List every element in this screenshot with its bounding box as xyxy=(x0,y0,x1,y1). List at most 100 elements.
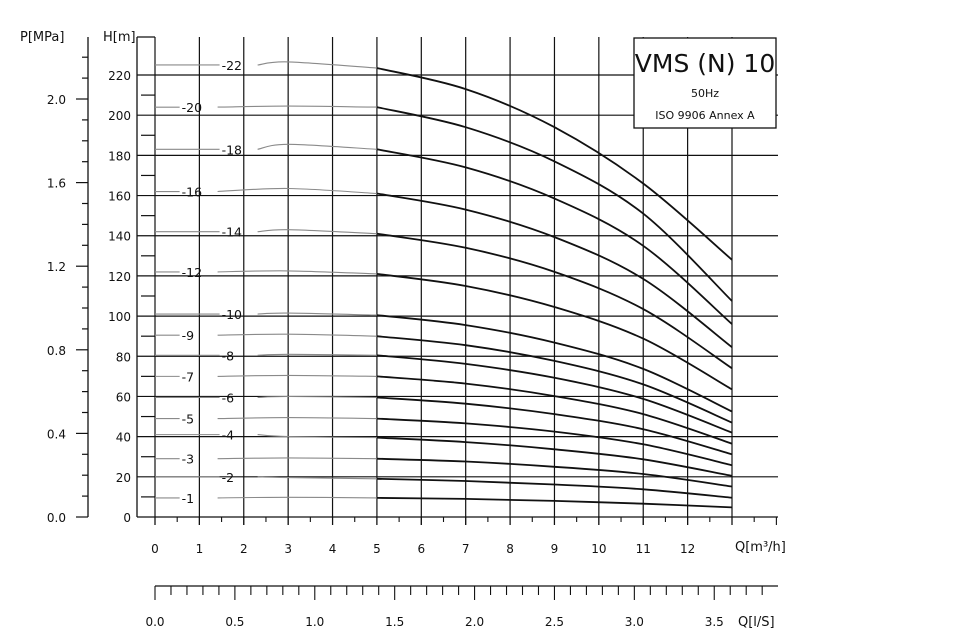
curve-stage-label: -12 xyxy=(182,265,202,280)
head-tick-label: 40 xyxy=(116,431,131,445)
curve-stage-label: -16 xyxy=(182,185,202,200)
curve-stage-label: -18 xyxy=(222,142,242,157)
curve-stage-label: -10 xyxy=(222,307,242,322)
curve-low-flow-segment xyxy=(257,143,377,150)
head-tick-label: 0 xyxy=(123,511,131,525)
pressure-tick-label: 1.2 xyxy=(47,260,66,274)
head-tick-label: 60 xyxy=(116,390,131,404)
performance-curves xyxy=(155,61,733,509)
ls-tick-label: 2.0 xyxy=(465,615,484,629)
curve-low-flow-segment xyxy=(257,312,377,316)
curve-labels: -1 -2 -3 -4 -5 -6 -7 -8 -9 -10 -12 -14 -16 -18 -20 -22 xyxy=(182,58,242,506)
head-tick-label: 80 xyxy=(116,350,131,364)
chart-subtitle-frequency: 50Hz xyxy=(691,87,719,100)
chart-axes: 0204060801001201401601802002200.00.40.81… xyxy=(47,36,778,629)
curve-operating-segment xyxy=(376,232,733,370)
flow-tick-label: 9 xyxy=(551,542,559,556)
flow-tick-label: 11 xyxy=(636,542,651,556)
flow-tick-label: 12 xyxy=(680,542,695,556)
ls-tick-label: 2.5 xyxy=(545,615,564,629)
curve-low-flow-segment xyxy=(217,374,377,377)
pressure-tick-label: 0.0 xyxy=(47,511,66,525)
curve-operating-segment xyxy=(376,436,733,477)
curve-low-flow-segment xyxy=(257,434,377,439)
pressure-axis-label: P[MPa] xyxy=(20,30,64,45)
curve-stage-label: -9 xyxy=(182,328,195,343)
curve-low-flow-segment xyxy=(217,270,377,275)
head-tick-label: 200 xyxy=(108,109,131,123)
head-axis-label: H[m] xyxy=(103,30,136,45)
flow-axis-label-m3h: Q[m³/h] xyxy=(735,540,786,555)
flow-tick-label: 0 xyxy=(151,542,159,556)
curve-stage-label: -4 xyxy=(222,428,235,443)
curve-stage-label: -3 xyxy=(182,452,194,467)
curve-low-flow-segment xyxy=(217,105,377,108)
curve-low-flow-segment xyxy=(217,417,377,420)
ls-tick-label: 1.5 xyxy=(385,615,404,629)
curve-low-flow-segment xyxy=(217,496,377,499)
curve-operating-segment xyxy=(376,417,733,467)
title-box: VMS (N) 10 50Hz ISO 9906 Annex A xyxy=(633,37,777,129)
curve-low-flow-segment xyxy=(257,229,377,235)
head-tick-label: 220 xyxy=(108,69,131,83)
curve-stage-label: -1 xyxy=(182,491,194,506)
curve-operating-segment xyxy=(376,497,733,509)
curve-low-flow-segment xyxy=(257,61,377,69)
curve-stage-label: -20 xyxy=(182,100,202,115)
curve-operating-segment xyxy=(376,354,733,434)
head-tick-label: 160 xyxy=(108,190,131,204)
curve-operating-segment xyxy=(376,314,733,413)
flow-tick-label: 5 xyxy=(373,542,381,556)
flow-tick-label: 7 xyxy=(462,542,470,556)
curve-stage-label: -2 xyxy=(222,470,234,485)
curve-operating-segment xyxy=(376,335,733,424)
head-tick-label: 100 xyxy=(108,310,131,324)
curve-stage-label: -22 xyxy=(222,58,242,73)
curve-stage-label: -6 xyxy=(222,390,235,405)
head-tick-label: 120 xyxy=(108,270,131,284)
ls-tick-label: 3.5 xyxy=(705,615,724,629)
flow-tick-label: 6 xyxy=(417,542,425,556)
ls-tick-label: 0.5 xyxy=(225,615,244,629)
curve-operating-segment xyxy=(376,106,733,302)
pressure-tick-label: 1.6 xyxy=(47,177,66,191)
ls-tick-label: 0.0 xyxy=(145,615,164,629)
flow-tick-label: 2 xyxy=(240,542,248,556)
curve-operating-segment xyxy=(376,67,733,261)
title-box-frame xyxy=(633,37,777,129)
pressure-tick-label: 0.8 xyxy=(47,344,66,358)
pressure-tick-label: 2.0 xyxy=(47,93,66,107)
curve-operating-segment xyxy=(376,375,733,445)
curve-stage-label: -5 xyxy=(182,412,194,427)
ls-tick-label: 1.0 xyxy=(305,615,324,629)
curve-operating-segment xyxy=(376,148,733,325)
curve-low-flow-segment xyxy=(257,395,377,399)
head-tick-label: 140 xyxy=(108,230,131,244)
flow-tick-label: 1 xyxy=(196,542,204,556)
curve-low-flow-segment xyxy=(217,457,377,460)
curve-operating-segment xyxy=(376,192,733,348)
chart-subtitle-standard: ISO 9906 Annex A xyxy=(655,109,755,122)
flow-tick-label: 4 xyxy=(329,542,337,556)
pressure-tick-label: 0.4 xyxy=(47,427,66,441)
flow-tick-label: 8 xyxy=(506,542,514,556)
curve-low-flow-segment xyxy=(257,476,377,480)
chart-title: VMS (N) 10 xyxy=(635,49,775,78)
flow-tick-label: 3 xyxy=(284,542,292,556)
curve-stage-label: -14 xyxy=(222,225,242,240)
head-tick-label: 20 xyxy=(116,471,131,485)
curve-operating-segment xyxy=(376,273,733,391)
curve-stage-label: -8 xyxy=(222,348,235,363)
curve-operating-segment xyxy=(376,396,733,456)
curve-operating-segment xyxy=(376,457,733,488)
curve-stage-label: -7 xyxy=(182,369,194,384)
curve-low-flow-segment xyxy=(217,187,377,195)
flow-axis-label-ls: Q[l/S] xyxy=(738,615,775,630)
curve-operating-segment xyxy=(376,477,733,499)
curve-low-flow-segment xyxy=(257,353,377,356)
curve-low-flow-segment xyxy=(217,333,377,337)
ls-tick-label: 3.0 xyxy=(625,615,644,629)
head-tick-label: 180 xyxy=(108,149,131,163)
flow-tick-label: 10 xyxy=(591,542,606,556)
